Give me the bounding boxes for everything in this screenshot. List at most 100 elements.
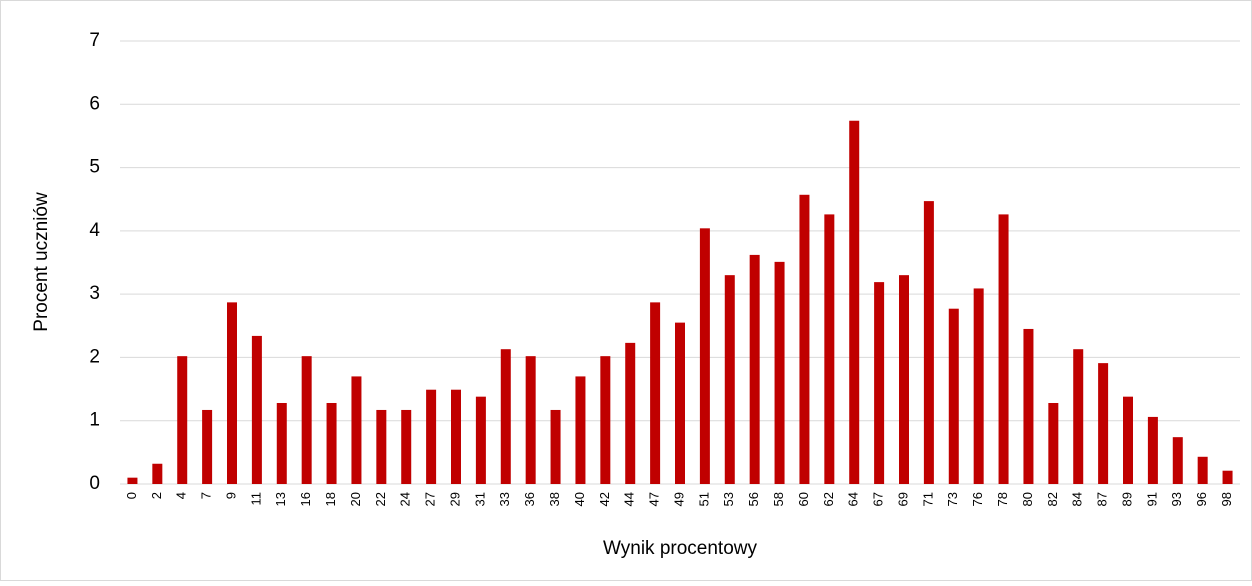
x-tick-label: 36 bbox=[522, 492, 537, 506]
x-tick-label: 71 bbox=[920, 492, 935, 506]
x-axis-title: Wynik procentowy bbox=[603, 538, 757, 559]
x-tick-label: 80 bbox=[1020, 492, 1035, 506]
bar bbox=[899, 275, 909, 484]
bar bbox=[202, 409, 213, 484]
x-tick-label: 76 bbox=[970, 492, 985, 506]
bar bbox=[177, 356, 188, 484]
bar bbox=[625, 342, 636, 484]
y-tick-label: 1 bbox=[89, 410, 100, 431]
bar bbox=[152, 463, 163, 484]
bar bbox=[749, 254, 760, 484]
x-tick-label: 33 bbox=[497, 492, 512, 506]
bar bbox=[401, 409, 412, 484]
x-tick-label: 58 bbox=[771, 492, 786, 506]
x-tick-label: 24 bbox=[398, 492, 413, 506]
bar bbox=[724, 275, 735, 484]
bar bbox=[973, 288, 984, 484]
x-tick-label: 0 bbox=[124, 492, 139, 499]
x-tick-label: 91 bbox=[1144, 492, 1159, 506]
bar bbox=[849, 120, 860, 485]
x-tick-label: 20 bbox=[348, 492, 363, 506]
x-tick-label: 53 bbox=[721, 492, 736, 506]
bar bbox=[500, 349, 511, 484]
x-tick-label: 47 bbox=[647, 492, 662, 506]
x-tick-label: 69 bbox=[895, 492, 910, 506]
x-tick-label: 96 bbox=[1194, 492, 1209, 506]
x-tick-label: 18 bbox=[323, 492, 338, 506]
x-tick-label: 87 bbox=[1095, 492, 1110, 506]
y-tick-label: 6 bbox=[89, 93, 100, 114]
bar bbox=[699, 228, 710, 484]
bar bbox=[351, 376, 362, 484]
bar bbox=[475, 396, 486, 484]
x-tick-label: 22 bbox=[373, 492, 388, 506]
x-tick-label: 82 bbox=[1045, 492, 1060, 506]
x-tick-label: 42 bbox=[597, 492, 612, 506]
x-tick-label: 27 bbox=[423, 492, 438, 506]
x-tick-label: 29 bbox=[447, 492, 462, 506]
x-tick-label: 78 bbox=[995, 492, 1010, 506]
x-tick-label: 98 bbox=[1219, 492, 1234, 506]
bar bbox=[1098, 363, 1109, 484]
y-axis-title: Procent uczniów bbox=[31, 192, 52, 332]
bar bbox=[1172, 437, 1183, 484]
bar bbox=[127, 477, 138, 484]
bar bbox=[376, 409, 387, 484]
x-tick-label: 7 bbox=[199, 492, 214, 499]
x-tick-label: 93 bbox=[1169, 492, 1184, 506]
y-tick-label: 3 bbox=[89, 283, 100, 304]
bar bbox=[575, 376, 586, 484]
bar bbox=[874, 282, 885, 484]
y-tick-label: 5 bbox=[89, 157, 100, 178]
bar bbox=[1073, 349, 1084, 484]
bar bbox=[1222, 470, 1233, 484]
x-tick-label: 89 bbox=[1119, 492, 1134, 506]
y-tick-label: 4 bbox=[89, 220, 100, 241]
x-tick-label: 13 bbox=[273, 492, 288, 506]
x-tick-label: 60 bbox=[796, 492, 811, 506]
x-tick-label: 31 bbox=[472, 492, 487, 506]
x-tick-label: 49 bbox=[671, 492, 686, 506]
bar bbox=[451, 389, 461, 484]
bar bbox=[1123, 396, 1133, 484]
bar bbox=[251, 335, 262, 484]
x-tick-label: 9 bbox=[223, 492, 238, 499]
bar bbox=[824, 214, 835, 484]
bar bbox=[923, 201, 934, 484]
bar bbox=[1197, 456, 1208, 484]
x-tick-label: 44 bbox=[622, 492, 637, 506]
x-tick-label: 51 bbox=[696, 492, 711, 506]
bar bbox=[301, 356, 312, 484]
x-tick-label: 84 bbox=[1070, 492, 1085, 506]
x-tick-label: 62 bbox=[821, 492, 836, 506]
bar bbox=[227, 302, 237, 484]
bar bbox=[550, 409, 561, 484]
bar bbox=[675, 322, 685, 484]
x-tick-label: 40 bbox=[572, 492, 587, 506]
bar bbox=[799, 194, 810, 484]
bar bbox=[426, 389, 437, 484]
y-tick-label: 7 bbox=[89, 30, 100, 51]
x-tick-label: 2 bbox=[149, 492, 164, 499]
bar bbox=[1147, 416, 1158, 484]
x-tick-label: 11 bbox=[248, 492, 263, 506]
x-tick-label: 64 bbox=[846, 492, 861, 506]
bar bbox=[774, 261, 785, 484]
bar bbox=[1023, 328, 1034, 484]
bar bbox=[525, 356, 536, 484]
x-tick-label: 4 bbox=[174, 492, 189, 499]
bar bbox=[948, 308, 959, 484]
x-tick-label: 73 bbox=[945, 492, 960, 506]
x-tick-label: 38 bbox=[547, 492, 562, 506]
x-tick-label: 16 bbox=[298, 492, 313, 506]
x-tick-label: 67 bbox=[871, 492, 886, 506]
y-tick-label: 2 bbox=[89, 346, 100, 367]
bar bbox=[326, 402, 337, 484]
bar bbox=[1048, 402, 1059, 484]
bar bbox=[276, 402, 287, 484]
bar bbox=[998, 214, 1009, 484]
bar bbox=[600, 356, 611, 484]
bar bbox=[650, 302, 661, 484]
y-tick-label: 0 bbox=[89, 473, 100, 494]
